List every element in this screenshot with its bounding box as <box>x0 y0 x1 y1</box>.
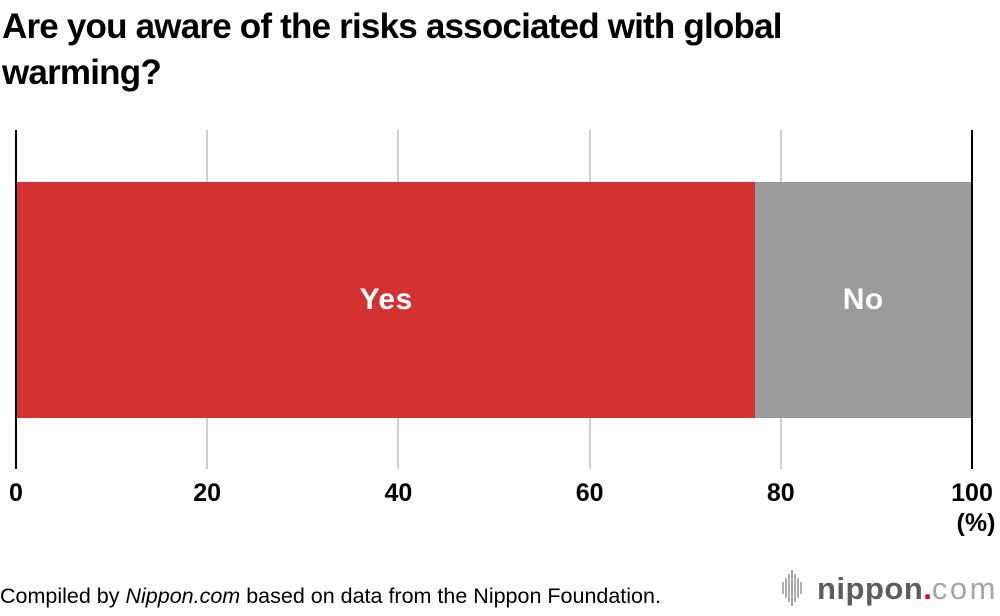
gridline-100 <box>971 130 973 469</box>
logo-tld-text: com <box>931 570 998 606</box>
logo-red-dot: . <box>923 570 932 606</box>
bar-segment-yes: Yes <box>17 182 756 418</box>
credit-line: Compiled by Nippon.com based on data fro… <box>0 584 661 609</box>
soundwave-icon <box>782 570 802 606</box>
bar-segment-no: No <box>755 182 971 418</box>
tick-label-0: 0 <box>9 479 23 507</box>
tick-label-80: 80 <box>766 479 795 507</box>
gridline-0 <box>15 130 17 469</box>
credit-prefix: Compiled by <box>0 584 126 608</box>
credit-suffix: based on data from the Nippon Foundation… <box>240 584 661 608</box>
nippon-com-logo: nippon. com <box>782 567 998 609</box>
logo-wordmark: nippon. com <box>817 573 998 604</box>
tick-label-20: 20 <box>193 479 222 507</box>
stacked-bar: Yes No <box>17 182 971 418</box>
tick-label-40: 40 <box>384 479 413 507</box>
axis-unit-label: (%) <box>956 509 996 537</box>
logo-brand-text: nippon <box>817 570 924 606</box>
plot-area: Yes No <box>15 130 973 469</box>
chart-title: Are you aware of the risks associated wi… <box>2 7 782 92</box>
credit-source: Nippon.com <box>125 584 241 608</box>
tick-label-60: 60 <box>575 479 604 507</box>
tick-label-100: 100 <box>951 479 993 507</box>
